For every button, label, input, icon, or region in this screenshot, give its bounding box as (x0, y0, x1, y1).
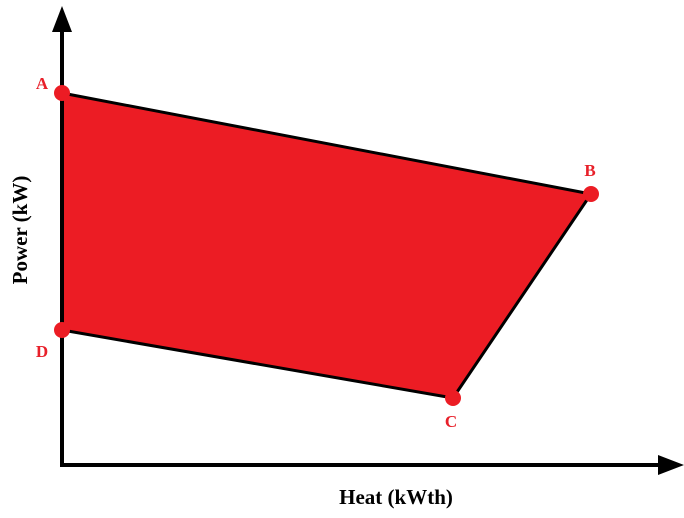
x-axis-arrow (658, 455, 684, 475)
point-label: B (584, 161, 595, 180)
point-marker (583, 186, 599, 202)
point-marker (445, 390, 461, 406)
x-axis-label: Heat (kWth) (339, 485, 453, 509)
y-axis-label: Power (kW) (8, 176, 32, 285)
point-marker (54, 85, 70, 101)
point-label: C (445, 412, 457, 431)
operating-region (60, 91, 593, 400)
y-axis-arrow (52, 6, 72, 32)
point-label: A (36, 74, 49, 93)
point-label: D (36, 342, 48, 361)
point-marker (54, 322, 70, 338)
